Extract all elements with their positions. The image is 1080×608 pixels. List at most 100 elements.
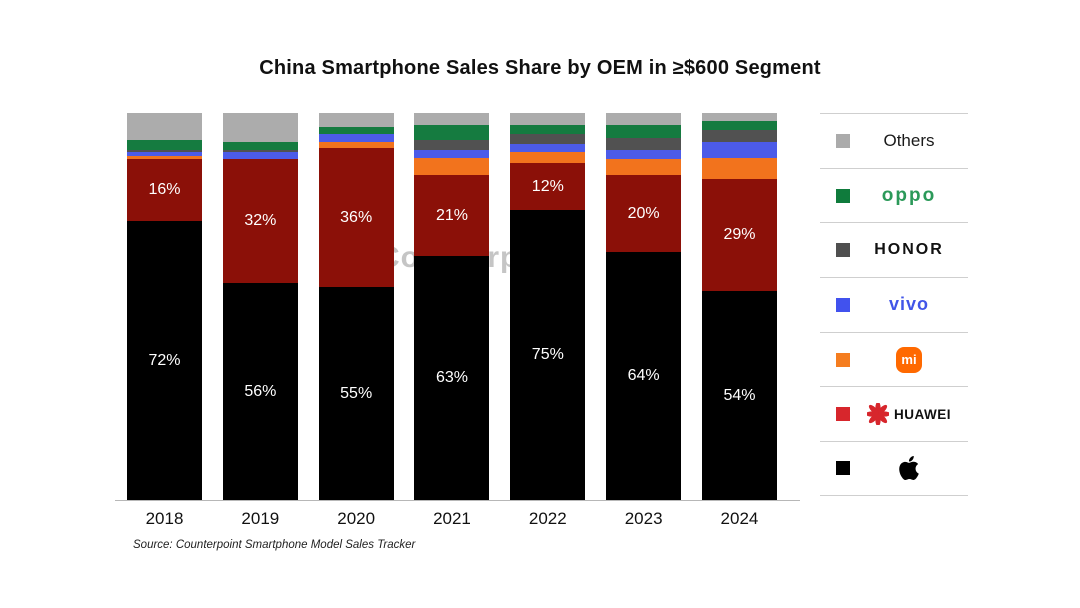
segment-honor-2019[interactable]	[222, 149, 298, 152]
legend: Others oppo HONOR vivo mi HUAWEI	[820, 113, 968, 496]
bar-2023[interactable]: 20% 64%	[606, 113, 682, 500]
legend-row-others[interactable]: Others	[820, 113, 968, 168]
segment-apple-2023[interactable]: 64%	[606, 252, 682, 500]
x-tick-2019: 2019	[241, 509, 280, 528]
segment-others-2019[interactable]	[222, 113, 298, 143]
value-label-apple-2023: 64%	[627, 367, 660, 385]
legend-swatch-mi	[836, 352, 850, 367]
x-tick-2018: 2018	[145, 509, 184, 528]
honor-logo: HONOR	[850, 241, 968, 259]
segment-honor-2024[interactable]	[701, 130, 777, 143]
honor-wordmark: HONOR	[874, 241, 944, 259]
x-tick-2023: 2023	[624, 509, 663, 528]
huawei-logo: HUAWEI	[850, 403, 968, 426]
segment-vivo-2019[interactable]	[222, 151, 298, 160]
bar-2019[interactable]: 32% 56%	[222, 113, 298, 500]
segment-mi-2024[interactable]	[701, 157, 777, 179]
bar-2018[interactable]: 16% 72%	[127, 113, 202, 500]
bar-2024[interactable]: 29% 54%	[701, 113, 777, 500]
legend-row-honor[interactable]: HONOR	[820, 222, 968, 277]
segment-others-2021[interactable]	[414, 113, 490, 125]
segment-huawei-2023[interactable]: 20%	[606, 174, 682, 253]
segment-mi-2018[interactable]	[127, 155, 202, 160]
bar-2021[interactable]: 21% 63%	[414, 113, 490, 500]
legend-swatch-others	[836, 133, 850, 148]
segment-mi-2022[interactable]	[510, 151, 586, 164]
value-label-huawei-2023: 20%	[627, 204, 660, 222]
segment-huawei-2021[interactable]: 21%	[414, 174, 490, 257]
x-axis-line	[115, 500, 800, 501]
value-label-huawei-2024: 29%	[723, 225, 756, 243]
segment-mi-2021[interactable]	[414, 157, 490, 175]
segment-oppo-2018[interactable]	[127, 140, 202, 150]
value-label-huawei-2022: 12%	[531, 177, 564, 195]
segment-huawei-2024[interactable]: 29%	[701, 178, 777, 292]
source-note: Source: Counterpoint Smartphone Model Sa…	[133, 539, 416, 551]
vivo-wordmark: vivo	[888, 294, 930, 315]
segment-vivo-2021[interactable]	[414, 149, 490, 158]
segment-oppo-2020[interactable]	[318, 126, 394, 135]
segment-honor-2018[interactable]	[127, 149, 202, 152]
value-label-apple-2022: 75%	[531, 345, 564, 363]
segment-apple-2024[interactable]: 54%	[701, 291, 777, 500]
bar-2022[interactable]: 12% 75%	[510, 113, 586, 500]
legend-row-mi[interactable]: mi	[820, 331, 968, 387]
segment-vivo-2023[interactable]	[606, 149, 682, 160]
segment-vivo-2024[interactable]	[701, 142, 777, 158]
segment-vivo-2018[interactable]	[127, 151, 202, 156]
segment-apple-2021[interactable]: 63%	[414, 256, 490, 500]
segment-apple-2020[interactable]: 55%	[318, 287, 394, 500]
segment-huawei-2019[interactable]: 32%	[222, 159, 298, 284]
value-label-huawei-2018: 16%	[148, 181, 181, 199]
oppo-logo: oppo	[850, 185, 968, 207]
value-label-apple-2021: 63%	[435, 369, 468, 387]
apple-logo	[850, 455, 968, 481]
segment-mi-2020[interactable]	[318, 142, 394, 148]
segment-oppo-2023[interactable]	[606, 124, 682, 139]
legend-label-others: Others	[883, 130, 935, 150]
segment-honor-2022[interactable]	[510, 134, 586, 144]
x-tick-2021: 2021	[433, 509, 471, 528]
value-label-huawei-2020: 36%	[340, 208, 373, 226]
segment-others-2022[interactable]	[510, 113, 586, 125]
value-label-huawei-2021: 21%	[435, 206, 468, 224]
legend-swatch-huawei	[836, 407, 850, 422]
legend-swatch-vivo	[836, 297, 850, 312]
segment-apple-2022[interactable]: 75%	[510, 209, 586, 500]
legend-row-huawei[interactable]: HUAWEI	[820, 386, 968, 441]
apple-logo-icon	[899, 456, 919, 481]
segment-others-2023[interactable]	[606, 113, 682, 125]
segment-huawei-2018[interactable]: 16%	[127, 159, 202, 222]
segment-apple-2018[interactable]: 72%	[127, 221, 202, 500]
segment-mi-2023[interactable]	[606, 159, 682, 175]
huawei-wordmark: HUAWEI	[894, 406, 951, 422]
segment-others-2020[interactable]	[318, 113, 394, 127]
others-logo: Others	[850, 131, 968, 151]
segment-vivo-2020[interactable]	[318, 134, 394, 143]
segment-oppo-2024[interactable]	[701, 120, 777, 131]
legend-swatch-oppo	[836, 188, 850, 203]
bar-2020[interactable]: 36% 55%	[318, 113, 394, 500]
plot-area: 16% 72% 32% 56% 36% 55% 21% 63% 12% 75% 20% 64% 29% 5…	[127, 113, 777, 500]
legend-row-oppo[interactable]: oppo	[820, 167, 968, 223]
segment-oppo-2019[interactable]	[222, 142, 298, 150]
segment-huawei-2022[interactable]: 12%	[510, 163, 586, 210]
segment-apple-2019[interactable]: 56%	[222, 283, 298, 500]
legend-row-vivo[interactable]: vivo	[820, 277, 968, 332]
segment-vivo-2022[interactable]	[510, 143, 586, 152]
segment-honor-2023[interactable]	[606, 138, 682, 150]
huawei-flower-icon	[867, 403, 889, 426]
value-label-apple-2018: 72%	[148, 351, 181, 369]
segment-oppo-2022[interactable]	[510, 124, 586, 135]
x-tick-2022: 2022	[528, 509, 567, 528]
segment-oppo-2021[interactable]	[414, 124, 490, 141]
segment-honor-2021[interactable]	[414, 140, 490, 150]
segment-others-2018[interactable]	[127, 113, 202, 141]
mi-logo: mi	[850, 346, 968, 373]
x-tick-2024: 2024	[720, 509, 759, 528]
segment-huawei-2020[interactable]: 36%	[318, 147, 394, 288]
value-label-apple-2024: 54%	[723, 386, 756, 404]
segment-others-2024[interactable]	[701, 113, 777, 121]
legend-row-apple[interactable]	[820, 441, 968, 496]
